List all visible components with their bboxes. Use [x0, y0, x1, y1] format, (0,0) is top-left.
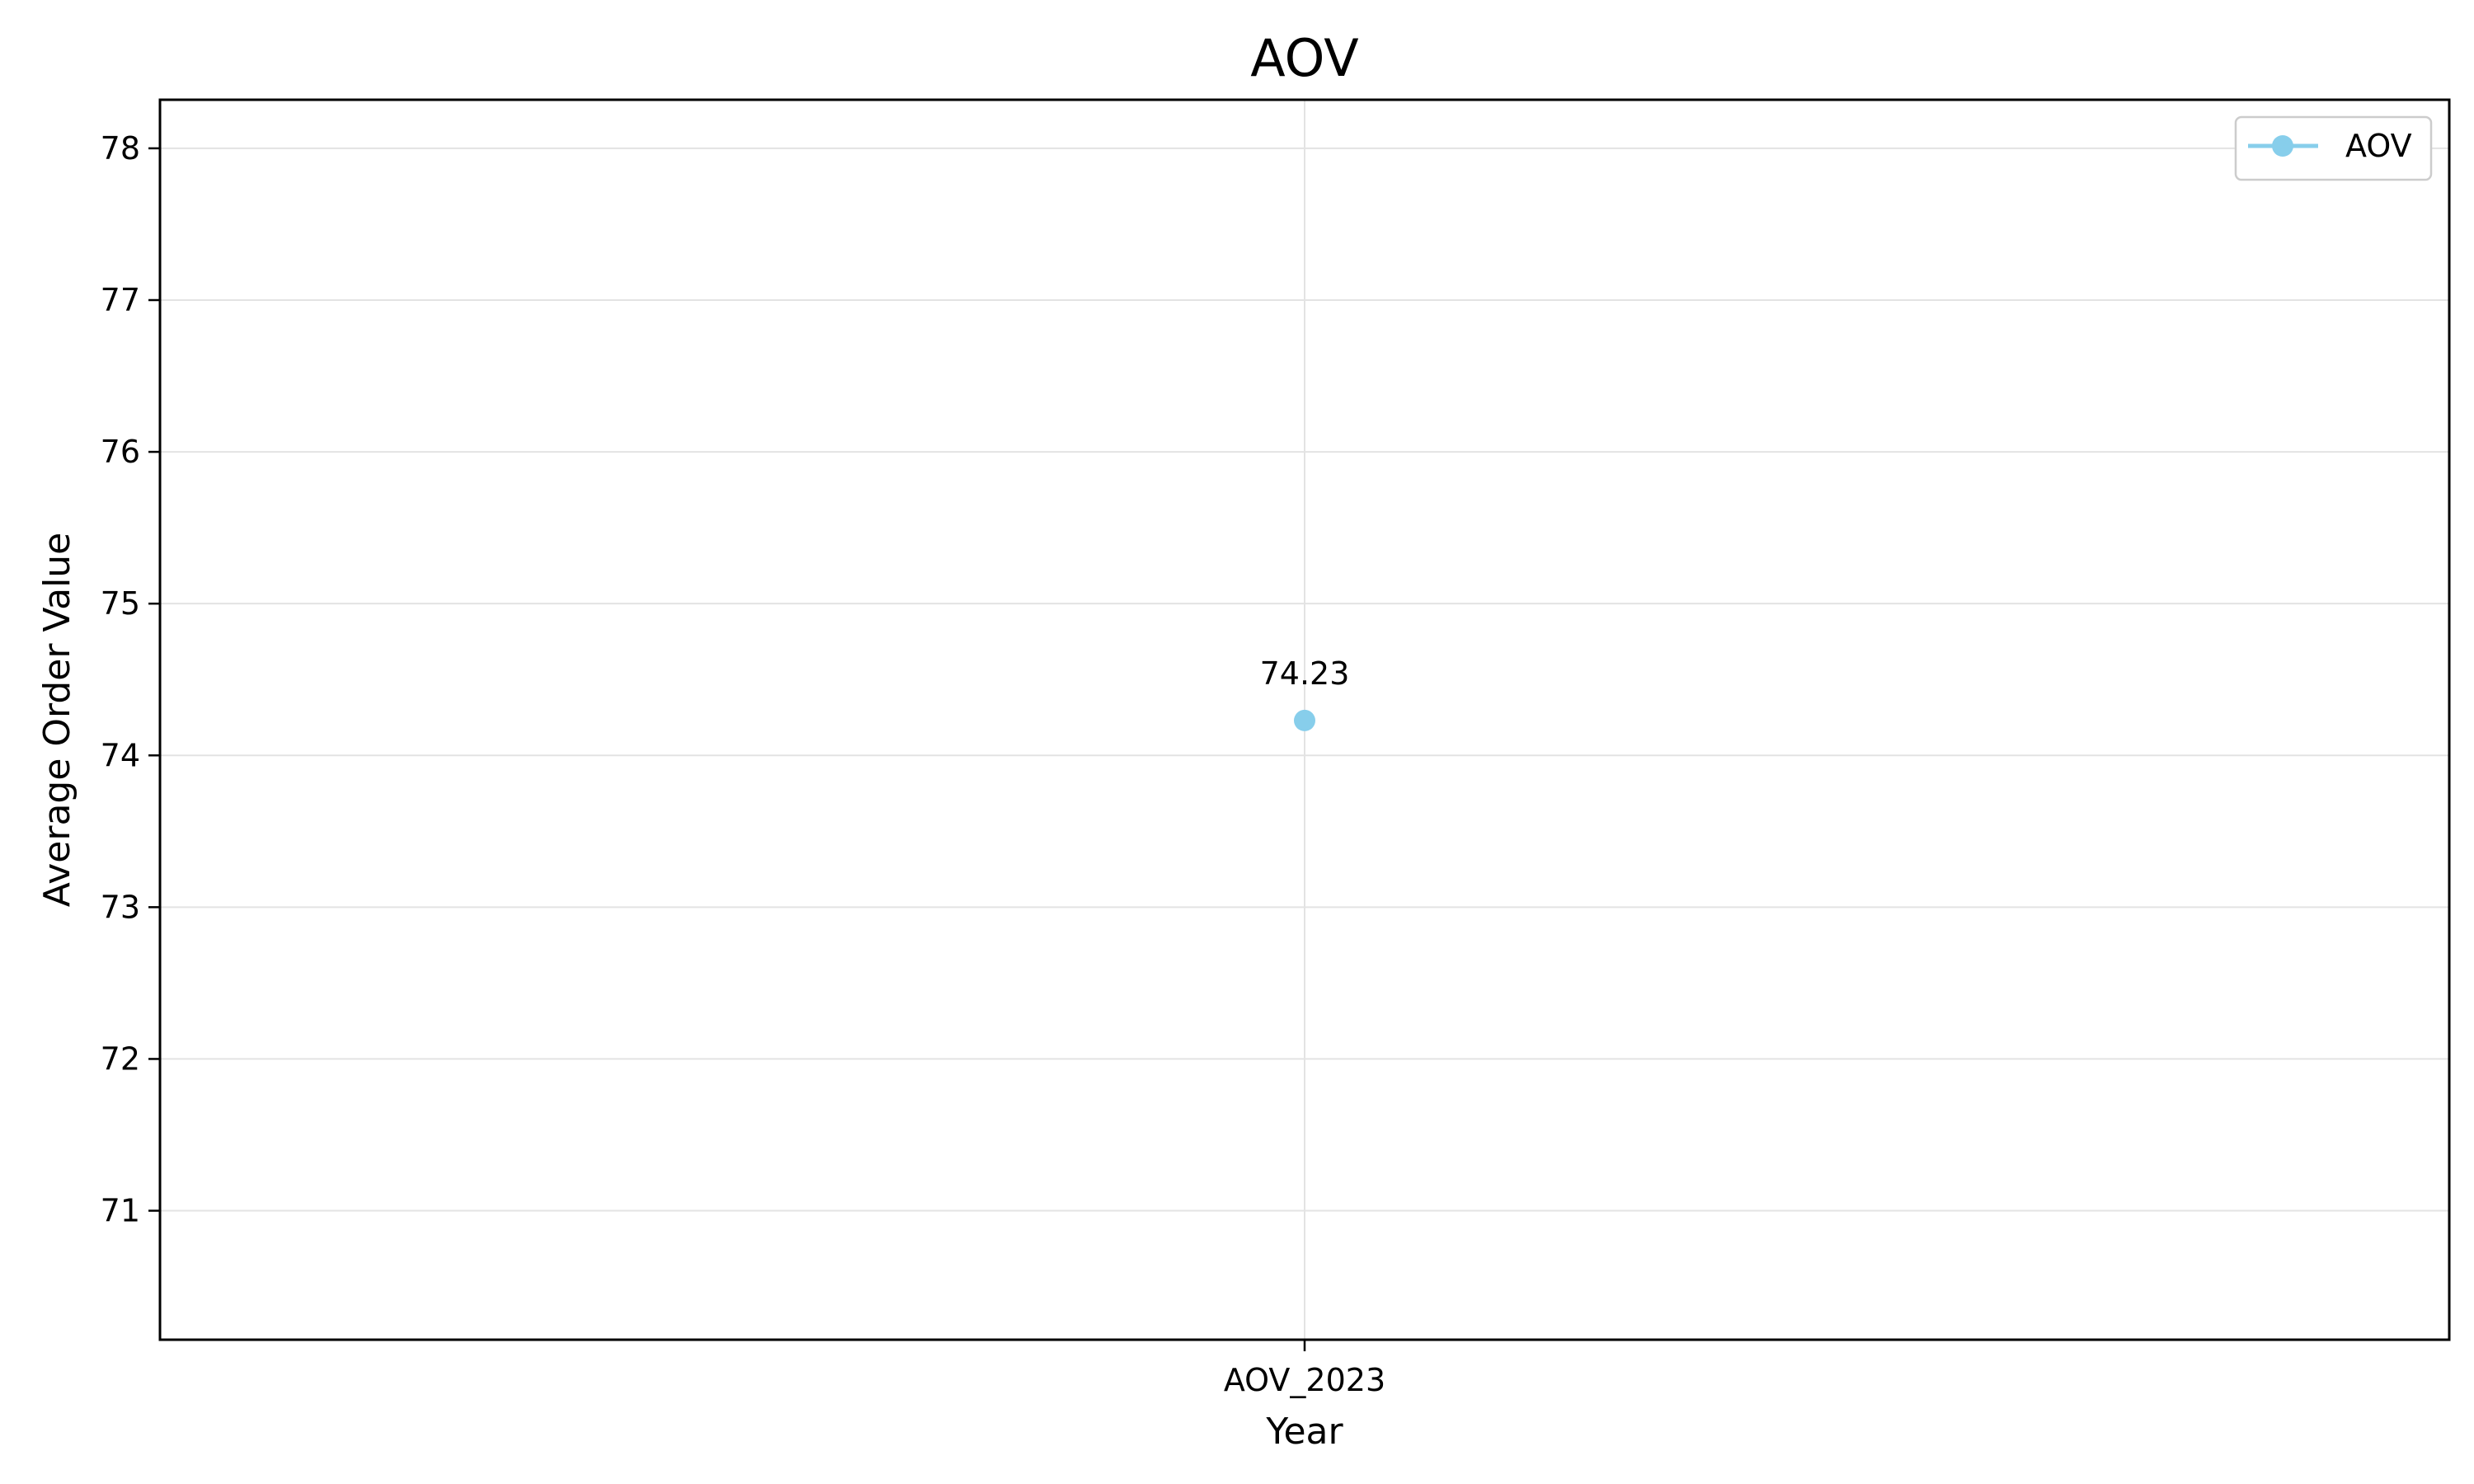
- series-layer: 74.23: [1260, 655, 1350, 731]
- legend-marker-swatch: [2272, 135, 2293, 157]
- grid-lines: [160, 100, 2449, 1340]
- legend-label: AOV: [2345, 128, 2412, 164]
- y-tick-label: 78: [101, 130, 140, 167]
- legend: AOV: [2234, 115, 2433, 181]
- x-axis-label: Year: [1265, 1411, 1343, 1453]
- y-tick-label: 74: [101, 737, 140, 773]
- y-tick-label: 76: [101, 434, 140, 470]
- plot-frame: [158, 98, 2451, 1341]
- y-tick-label: 75: [101, 585, 140, 622]
- y-tick-label: 72: [101, 1040, 140, 1077]
- data-point: [1294, 709, 1315, 731]
- y-axis-label: Average Order Value: [36, 533, 78, 908]
- x-axis-ticks: AOV_2023: [1224, 1340, 1385, 1398]
- y-tick-label: 71: [101, 1193, 140, 1229]
- x-tick-label: AOV_2023: [1224, 1362, 1385, 1398]
- data-label: 74.23: [1260, 655, 1350, 692]
- y-tick-label: 77: [101, 282, 140, 318]
- y-axis-ticks: 71 72 73 74 75 76 77 78: [101, 130, 160, 1229]
- legend-box: [2234, 115, 2433, 181]
- chart-title: AOV: [1250, 28, 1358, 88]
- y-tick-label: 73: [101, 889, 140, 925]
